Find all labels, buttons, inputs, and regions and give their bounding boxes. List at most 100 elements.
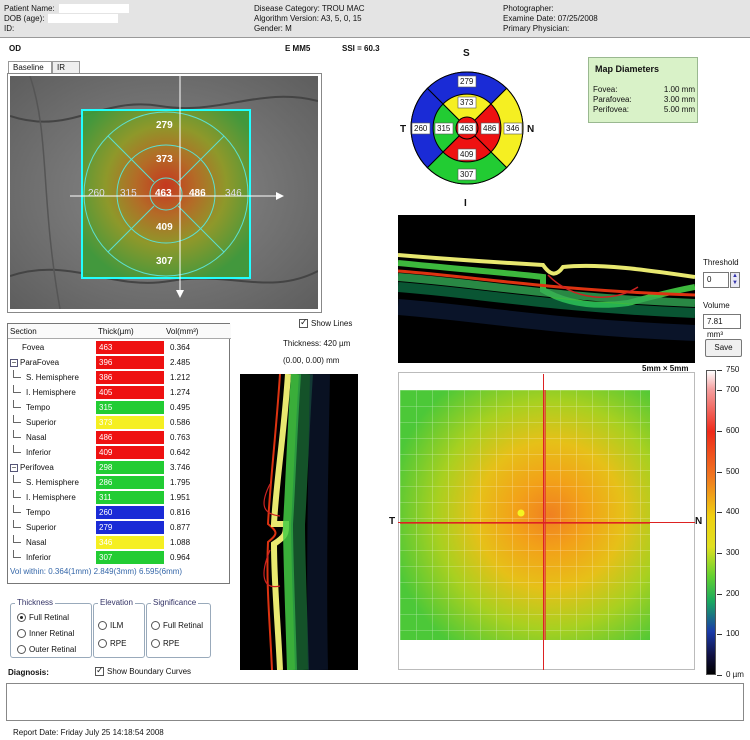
colorbar-tick-label: 0 µm: [726, 670, 744, 679]
radio-rpe-elevation[interactable]: RPE: [98, 639, 126, 649]
radio-on-icon[interactable]: [17, 613, 26, 623]
fundus-image[interactable]: 279 373 260 315 463 486 346 409 307: [10, 76, 318, 309]
etdrs-value-temporal-outer: 260: [414, 124, 428, 133]
fundus-value-lower: 409: [156, 222, 173, 233]
tab-baseline[interactable]: Baseline: [8, 61, 52, 74]
threshold-label: Threshold: [703, 258, 739, 267]
thickness-map[interactable]: [400, 390, 650, 640]
oct-bscan-horizontal[interactable]: [398, 215, 695, 363]
radio-off-icon[interactable]: [17, 645, 26, 655]
tree-branch-icon: [13, 520, 21, 528]
radio-off-icon[interactable]: [17, 629, 26, 639]
radio-significance-rpe[interactable]: RPE: [151, 639, 179, 649]
colorbar-tick-label: 100: [726, 629, 740, 639]
volume-cell: 1.274: [170, 388, 191, 397]
section-cell: Nasal: [10, 430, 96, 445]
collapse-icon[interactable]: −: [10, 462, 18, 472]
oct-bscan-vertical[interactable]: [240, 374, 358, 670]
radio-off-icon[interactable]: [98, 639, 107, 649]
radio-outer-retinal[interactable]: Outer Retinal: [17, 645, 76, 655]
tree-branch-icon: [13, 445, 21, 453]
etdrs-value-inferior-inner: 409: [460, 150, 474, 159]
section-label: Superior: [26, 523, 57, 532]
redacted-field: [48, 14, 119, 24]
section-cell: Fovea: [10, 340, 96, 355]
elevation-group-title: Elevation: [98, 598, 135, 607]
section-cell: I. Hemisphere: [10, 490, 96, 505]
radio-full-retinal[interactable]: Full Retinal: [17, 613, 69, 623]
table-row: Superior 279 0.877: [8, 520, 231, 535]
checkbox-icon[interactable]: [95, 665, 104, 677]
save-button[interactable]: Save: [705, 339, 742, 357]
show-lines-checkbox[interactable]: Show Lines: [299, 317, 352, 329]
volume-value-field[interactable]: 7.81 mm³: [703, 314, 741, 339]
etdrs-value-nasal-inner: 486: [483, 124, 497, 133]
section-label: Perifovea: [20, 463, 54, 472]
threshold-spinner[interactable]: ▲ ▼: [730, 272, 740, 288]
section-cell: Inferior: [10, 445, 96, 460]
volume-cell: 0.877: [170, 523, 191, 532]
thickness-cell: 405: [96, 386, 164, 399]
section-label: I. Hemisphere: [26, 388, 76, 397]
table-row: Nasal 486 0.763: [8, 430, 231, 445]
photographer: Photographer:: [503, 4, 554, 13]
tree-branch-icon: [13, 385, 21, 393]
table-row: Inferior 307 0.964: [8, 550, 231, 565]
thickness-cell: 346: [96, 536, 164, 549]
protocol-label: E MM5: [285, 44, 311, 53]
exam-info: Disease Category: TROU MAC Algorithm Ver…: [254, 4, 365, 34]
volume-cell: 0.816: [170, 508, 191, 517]
patient-info: Patient Name: DOB (age): ID:: [4, 4, 129, 34]
map-diameters-box: Map Diameters Fovea: 1.00 mm Parafovea: 3.…: [588, 57, 698, 123]
fundus-value-t-outer: 260: [88, 188, 105, 199]
section-label: Superior: [26, 418, 57, 427]
radio-inner-retinal[interactable]: Inner Retinal: [17, 629, 74, 639]
map-diameters-title: Map Diameters: [595, 64, 660, 74]
thickness-cell: 373: [96, 416, 164, 429]
table-row: S. Hemisphere 286 1.795: [8, 475, 231, 490]
show-boundary-checkbox[interactable]: Show Boundary Curves: [95, 665, 191, 677]
section-cell: Superior: [10, 415, 96, 430]
section-label: Tempo: [26, 403, 51, 412]
threshold-input[interactable]: 0: [703, 272, 729, 288]
disease-category: Disease Category: TROU MAC: [254, 4, 365, 13]
col-thickness: Thick(µm): [98, 327, 134, 336]
spin-up-icon[interactable]: ▲: [732, 273, 738, 279]
table-row: S. Hemisphere 386 1.212: [8, 370, 231, 385]
colorbar: [706, 370, 716, 675]
section-label: Tempo: [26, 508, 51, 517]
section-cell: S. Hemisphere: [10, 370, 96, 385]
section-cell: − Perifovea: [10, 460, 96, 475]
ssi-label: SSI = 60.3: [342, 44, 380, 53]
fundus-value-n-outer: 346: [225, 188, 242, 199]
radio-off-icon[interactable]: [98, 621, 107, 631]
volume-within-summary: Vol within: 0.364(1mm) 2.849(3mm) 6.595(…: [10, 567, 183, 576]
collapse-icon[interactable]: −: [10, 357, 18, 367]
etdrs-label-inferior: I: [464, 198, 467, 209]
thickness-cell: 409: [96, 446, 164, 459]
diagnosis-textarea[interactable]: [6, 683, 744, 721]
table-row: − Perifovea 298 3.746: [8, 460, 231, 475]
radio-off-icon[interactable]: [151, 639, 160, 649]
radio-off-icon[interactable]: [151, 621, 160, 631]
section-label: Fovea: [22, 343, 45, 352]
fundus-value-n-inner: 486: [189, 188, 206, 199]
tab-ir[interactable]: IR: [52, 61, 80, 74]
elevation-group: Elevation ILM RPE: [93, 598, 145, 658]
radio-significance-full-retinal[interactable]: Full Retinal: [151, 621, 203, 631]
thickness-cell: 463: [96, 341, 164, 354]
volume-cell: 1.088: [170, 538, 191, 547]
tree-branch-icon: [13, 490, 21, 498]
colorbar-tick-label: 200: [726, 588, 740, 598]
radio-label: RPE: [163, 639, 180, 648]
spin-down-icon[interactable]: ▼: [732, 280, 738, 286]
checkbox-icon[interactable]: [299, 317, 308, 329]
fovea-value: 1.00 mm: [663, 85, 695, 94]
thickness-cell: 260: [96, 506, 164, 519]
radio-ilm[interactable]: ILM: [98, 621, 123, 631]
thickness-cell: 298: [96, 461, 164, 474]
radio-label: ILM: [110, 621, 124, 630]
volume-cell: 0.495: [170, 403, 191, 412]
table-header: Section Thick(µm) Vol(mm³): [8, 324, 231, 339]
significance-group-title: Significance: [151, 598, 199, 607]
